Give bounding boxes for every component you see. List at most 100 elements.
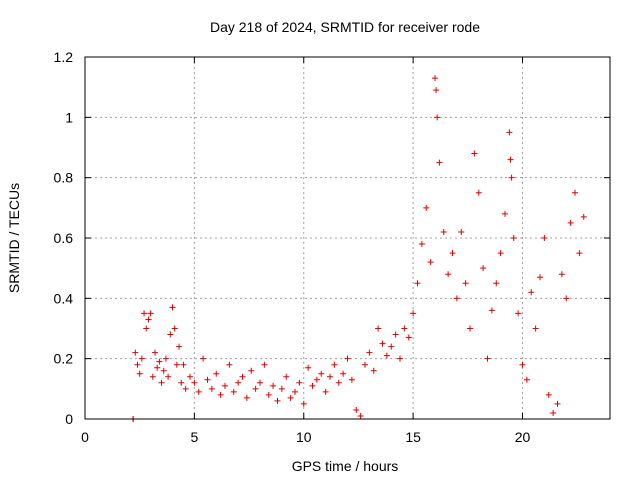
axis-ticks [84, 56, 610, 420]
x-tick-label: 0 [81, 429, 89, 445]
data-point [401, 325, 408, 332]
data-point [200, 355, 207, 362]
data-point [362, 361, 368, 368]
x-tick-label: 5 [190, 429, 198, 445]
data-point [154, 364, 161, 371]
data-point [449, 250, 456, 257]
x-axis-label: GPS time / hours [292, 458, 399, 474]
data-point [344, 355, 351, 362]
x-tick-label: 15 [405, 429, 421, 445]
data-point [248, 367, 255, 374]
x-tick-label: 10 [296, 429, 312, 445]
data-point [484, 355, 491, 362]
data-point [178, 379, 185, 386]
data-point [136, 370, 143, 377]
data-point [287, 394, 294, 401]
data-point [379, 340, 386, 347]
data-point [335, 379, 342, 386]
data-point [257, 379, 263, 386]
data-point [195, 388, 202, 395]
data-point [226, 361, 233, 368]
data-point [405, 334, 412, 341]
data-point [309, 382, 316, 389]
data-point [169, 304, 176, 311]
data-point [462, 280, 469, 287]
data-points [130, 75, 587, 422]
data-point [213, 370, 220, 377]
data-point [508, 174, 515, 181]
data-point [171, 325, 178, 332]
data-point [567, 219, 574, 226]
data-point [156, 358, 163, 365]
data-point [580, 213, 587, 220]
data-point [348, 376, 355, 383]
data-point [191, 379, 198, 386]
data-point [158, 379, 165, 386]
data-point [138, 355, 145, 362]
data-point [532, 325, 539, 332]
data-point [239, 373, 246, 380]
data-point [440, 228, 447, 235]
data-point [471, 150, 478, 157]
data-point [204, 376, 211, 383]
y-tick-label: 1.2 [54, 49, 74, 65]
data-point [265, 391, 272, 398]
data-point [423, 204, 430, 211]
data-point [167, 331, 174, 338]
data-point [283, 373, 290, 380]
data-point [502, 210, 508, 217]
data-point [187, 373, 193, 380]
data-point [252, 385, 259, 392]
data-point [488, 307, 495, 314]
data-point [388, 343, 395, 350]
data-point [357, 412, 364, 419]
data-point [550, 409, 557, 416]
data-point [458, 228, 465, 235]
data-point [152, 349, 158, 356]
data-point [270, 382, 277, 389]
data-point [370, 367, 377, 374]
data-point [432, 75, 438, 82]
data-point [436, 159, 443, 166]
data-point [493, 280, 500, 287]
data-point [305, 364, 312, 371]
data-point [563, 295, 570, 302]
grid [85, 57, 610, 419]
tick-labels: 0 5 10 15 20 0 0.2 0.4 0.6 0.8 1 1.2 [54, 49, 531, 445]
data-point [217, 391, 224, 398]
data-point [176, 343, 183, 350]
data-point [453, 295, 460, 302]
data-point [132, 349, 139, 356]
data-point [318, 370, 325, 377]
data-point [278, 385, 285, 392]
data-point [528, 289, 535, 296]
data-point [541, 235, 548, 241]
data-point [445, 271, 452, 278]
data-point [523, 376, 530, 383]
y-axis-label: SRMTID / TECUs [6, 183, 22, 293]
data-point [274, 397, 281, 404]
data-point [141, 310, 148, 317]
data-point [418, 241, 425, 248]
data-point [383, 352, 390, 359]
data-point [507, 156, 514, 163]
data-point [510, 235, 517, 241]
data-point [410, 310, 417, 317]
data-point [300, 400, 307, 407]
data-point [160, 367, 167, 374]
data-point [235, 379, 242, 386]
data-point [162, 355, 169, 362]
data-point [230, 388, 237, 395]
data-point [480, 265, 487, 272]
data-point [475, 189, 482, 196]
data-point [327, 373, 333, 380]
data-point [243, 394, 250, 401]
y-tick-label: 1 [65, 109, 73, 125]
data-point [397, 355, 403, 362]
chart-title: Day 218 of 2024, SRMTID for receiver rod… [210, 19, 480, 35]
data-point [296, 379, 303, 386]
data-point [173, 361, 180, 368]
data-point [392, 331, 399, 338]
data-point [353, 406, 360, 413]
data-point [143, 325, 150, 332]
